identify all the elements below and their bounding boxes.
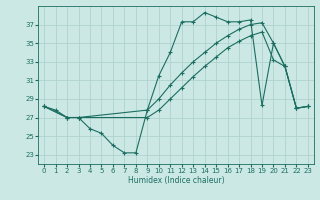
X-axis label: Humidex (Indice chaleur): Humidex (Indice chaleur) <box>128 176 224 185</box>
